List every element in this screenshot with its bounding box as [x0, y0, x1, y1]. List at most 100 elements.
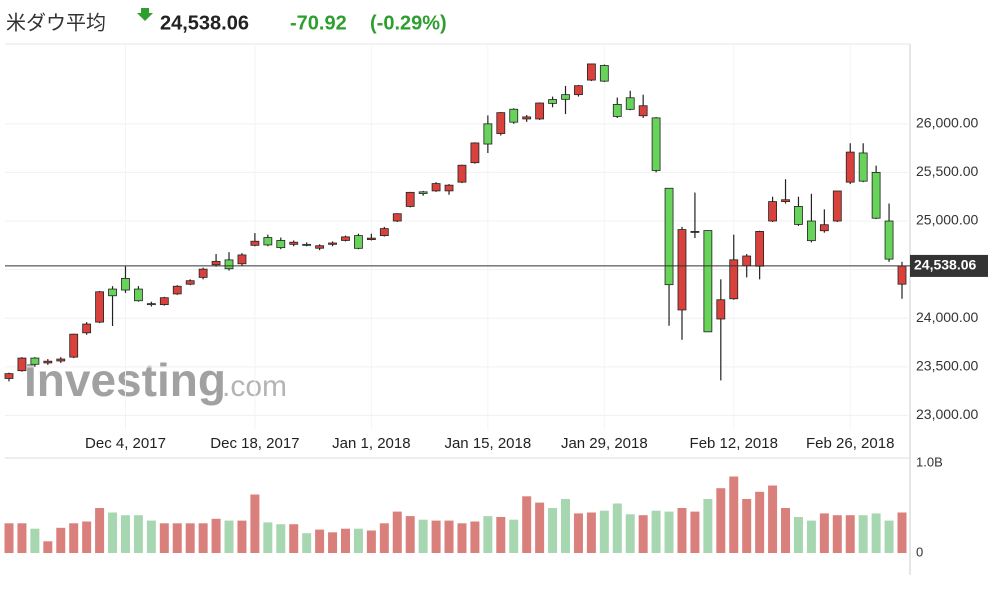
x-tick-label: Feb 26, 2018: [806, 435, 894, 452]
volume-bar: [457, 523, 467, 553]
candle-body: [548, 99, 557, 104]
x-tick-label: Jan 29, 2018: [561, 435, 648, 452]
candle-body: [379, 228, 389, 236]
candle-body: [276, 240, 286, 249]
candle-body: [4, 373, 14, 379]
x-tick-label: Feb 12, 2018: [690, 435, 778, 452]
volume-bar: [405, 516, 415, 553]
volume-bar: [211, 518, 221, 553]
candle-body: [69, 333, 79, 358]
change: -70.92: [290, 12, 347, 34]
candle-body: [263, 237, 273, 246]
volume-bar: [703, 499, 713, 553]
candle-body: [237, 254, 247, 265]
volume-tick-label: 0: [916, 544, 923, 559]
last-price-box: [910, 254, 988, 277]
candle-body: [392, 213, 402, 222]
candle-body: [457, 164, 467, 183]
candle-body: [30, 357, 40, 365]
y-tick-label: 25,000.00: [916, 212, 978, 228]
volume-bar: [328, 532, 338, 553]
candle-body: [17, 357, 27, 372]
volume-bar: [69, 523, 79, 553]
volume-bar: [159, 523, 169, 553]
volume-bar: [95, 508, 105, 553]
volume-bar: [431, 520, 441, 553]
candle-body: [95, 291, 104, 323]
candle-body: [134, 288, 143, 302]
candle-body: [651, 117, 661, 171]
x-tick-label: Jan 15, 2018: [444, 435, 531, 452]
candle-body: [677, 229, 687, 311]
candle-body: [742, 255, 752, 267]
volume-bar: [133, 515, 143, 553]
y-tick-label: 26,000.00: [916, 115, 978, 131]
volume-bar: [768, 485, 778, 553]
candle-body: [638, 105, 648, 117]
candle-body: [211, 260, 221, 266]
candle-body: [366, 237, 376, 240]
candle-body: [509, 108, 519, 123]
candle-body: [897, 265, 907, 285]
volume-bar: [185, 523, 195, 553]
candle-body: [586, 63, 596, 81]
y-tick-label: 24,000.00: [916, 309, 978, 325]
candle-body: [535, 102, 545, 120]
volume-bar: [263, 522, 273, 553]
volume-bar: [690, 511, 700, 553]
volume-bar: [82, 521, 92, 553]
volume-bar: [172, 523, 182, 553]
candle-body: [664, 187, 674, 286]
volume-bar: [237, 520, 247, 553]
candle-body: [599, 65, 609, 82]
candle-body: [56, 358, 66, 362]
volume-bar: [573, 513, 583, 553]
candle-body: [328, 242, 337, 245]
volume-bar: [43, 541, 53, 553]
volume-bar: [742, 499, 752, 553]
volume-bar: [379, 523, 389, 553]
candle-body: [224, 259, 234, 270]
volume-bar: [793, 517, 803, 553]
volume-bar: [716, 488, 726, 553]
volume-bar: [315, 529, 325, 553]
volume-bar: [146, 520, 156, 553]
volume-bar: [418, 519, 428, 553]
volume-bar: [509, 519, 519, 553]
candle-body: [625, 97, 635, 110]
volume-bar: [858, 515, 868, 553]
candle-body: [561, 94, 570, 100]
volume-bar: [392, 511, 402, 553]
candle-body: [108, 288, 117, 297]
chart-title: 米ダウ平均: [6, 11, 106, 34]
y-tick-label: 23,500.00: [916, 358, 978, 374]
volume-bar: [340, 528, 350, 553]
volume-bar: [444, 520, 454, 553]
candle-body: [703, 230, 713, 333]
volume-bar: [120, 515, 130, 553]
candle-body: [819, 224, 829, 232]
volume-bar: [250, 494, 260, 553]
candle-body: [470, 142, 480, 164]
candle-body: [289, 241, 299, 245]
candle-body: [431, 183, 441, 192]
candle-body: [755, 231, 765, 267]
volume-bar: [819, 513, 829, 553]
volume-bar: [638, 515, 648, 553]
volume-bar: [651, 510, 661, 553]
candle-body: [483, 123, 493, 145]
candle-body: [354, 235, 363, 249]
volume-bar: [302, 533, 312, 553]
volume-bar: [4, 523, 14, 553]
candle-body: [146, 303, 156, 306]
candle-body: [496, 112, 506, 134]
volume-bar: [664, 511, 674, 553]
volume-bar: [276, 524, 286, 553]
volume-bar: [729, 476, 739, 553]
volume-bar: [366, 530, 376, 553]
volume-bar: [548, 508, 558, 553]
candle-body: [159, 297, 169, 306]
y-tick-label: 23,000.00: [916, 406, 978, 422]
candle-body: [768, 201, 777, 222]
